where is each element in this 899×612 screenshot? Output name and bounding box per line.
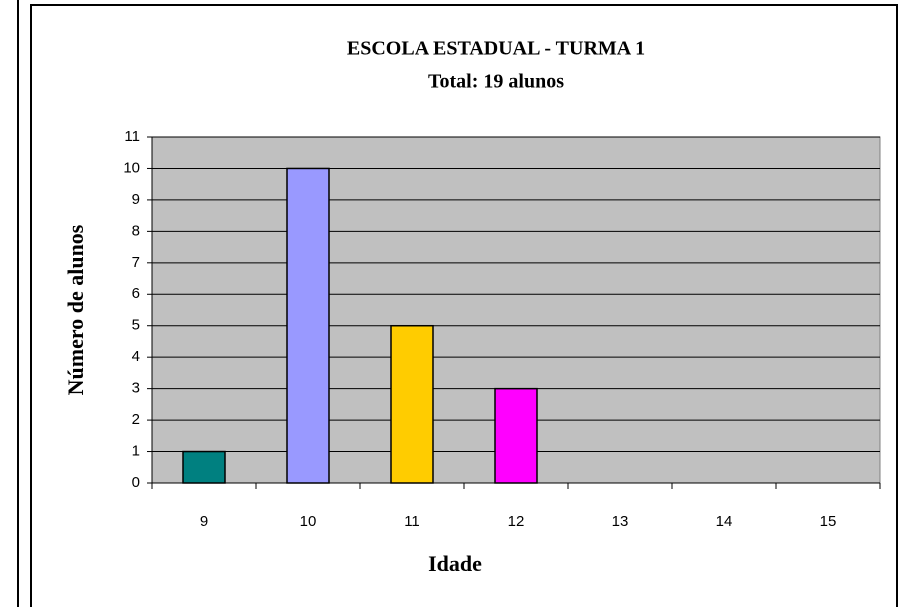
x-tick-label: 9 (200, 513, 208, 530)
y-tick-label: 6 (132, 285, 140, 302)
bar (494, 387, 538, 484)
y-tick-label: 4 (132, 348, 140, 365)
y-tick-label: 10 (123, 159, 140, 176)
y-tick-label: 7 (132, 254, 140, 271)
y-tick-label: 1 (132, 443, 140, 460)
x-tick-label: 10 (300, 513, 317, 530)
y-tick-label: 2 (132, 411, 140, 428)
y-tick-label: 9 (132, 191, 140, 208)
y-tick-label: 0 (132, 474, 140, 491)
bar (390, 324, 434, 484)
x-tick-label: 13 (612, 513, 629, 530)
bar (182, 450, 226, 484)
x-tick-label: 14 (716, 513, 733, 530)
chart-subtitle: Total: 19 alunos (428, 71, 564, 93)
y-tick-label: 11 (124, 128, 140, 145)
x-axis-label: Idade (428, 551, 482, 576)
x-tick-label: 15 (820, 513, 837, 530)
y-tick-label: 8 (132, 222, 140, 239)
chart-title: ESCOLA ESTADUAL - TURMA 1 (347, 38, 645, 60)
y-axis-label: Número de alunos (63, 224, 88, 395)
y-tick-label: 3 (132, 380, 140, 397)
y-tick-label: 5 (132, 317, 140, 334)
x-tick-label: 11 (404, 513, 420, 530)
x-tick-label: 12 (508, 513, 525, 530)
bar (286, 167, 330, 484)
